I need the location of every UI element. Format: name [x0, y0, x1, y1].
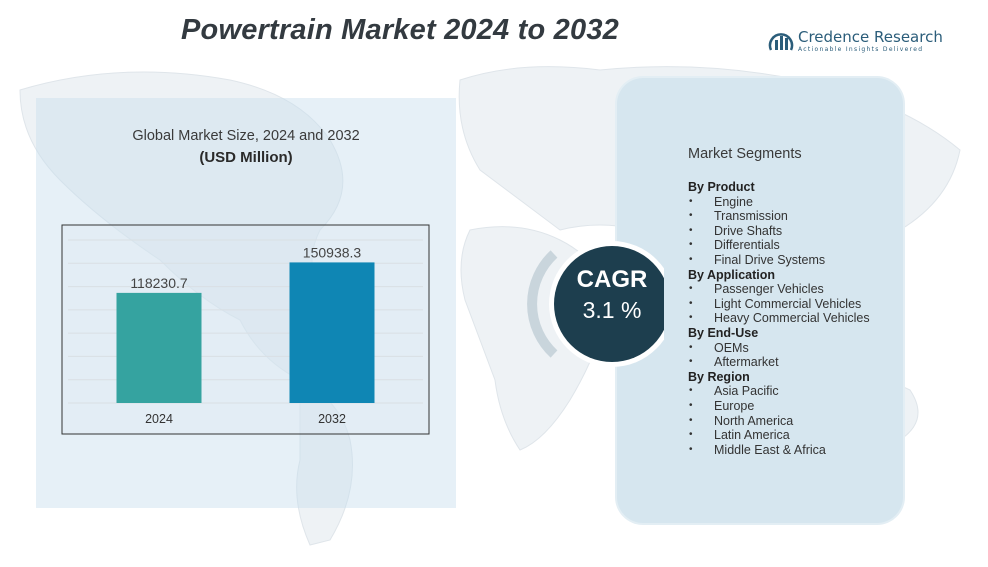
bar-2024	[116, 292, 202, 403]
segment-item: • Engine	[688, 195, 903, 210]
segment-item: • OEMs	[688, 341, 903, 356]
segment-item: • Aftermarket	[688, 355, 903, 370]
bullet-icon: •	[689, 253, 693, 265]
segment-item: • Differentials	[688, 238, 903, 253]
segments-panel	[617, 78, 903, 523]
segments-title: Market Segments	[688, 146, 802, 162]
bullet-icon: •	[689, 195, 693, 207]
segment-item-label: Heavy Commercial Vehicles	[714, 311, 870, 326]
segment-item-label: Latin America	[714, 428, 790, 443]
segment-item-label: Differentials	[714, 238, 780, 253]
segment-group-title: By End-Use	[688, 325, 759, 340]
segment-item-label: Engine	[714, 194, 753, 209]
cagr-circle	[554, 246, 664, 362]
bullet-icon: •	[689, 399, 693, 411]
segment-item: • Heavy Commercial Vehicles	[688, 311, 903, 326]
segment-item-label: Drive Shafts	[714, 223, 783, 238]
logo-icon	[768, 33, 794, 51]
segment-item: • Middle East & Africa	[688, 443, 903, 458]
segment-group-title: By Product	[688, 180, 755, 194]
segment-item: • Passenger Vehicles	[688, 282, 903, 297]
x-tick-label-2032: 2032	[318, 412, 346, 426]
cagr-label: CAGR	[576, 266, 648, 293]
bullet-icon: •	[689, 210, 693, 222]
bullet-icon: •	[689, 341, 693, 353]
segment-item-label: Europe	[714, 398, 755, 413]
data-label-2024: 118230.7	[130, 275, 188, 291]
bullet-icon: •	[689, 443, 693, 455]
cagr-badge	[527, 241, 664, 367]
segment-item: • Final Drive Systems	[688, 253, 903, 268]
segment-item-label: North America	[714, 413, 794, 428]
bar-2032	[289, 262, 375, 403]
chart-panel	[36, 98, 456, 508]
segment-item-label: Asia Pacific	[714, 384, 779, 399]
bullet-icon: •	[689, 414, 693, 426]
segment-item: • Europe	[688, 399, 903, 414]
brand-logo: Credence Research Actionable Insights De…	[768, 26, 943, 54]
bullet-icon: •	[689, 429, 693, 441]
segment-item: • Latin America	[688, 428, 903, 443]
logo-brand-text: Credence Research	[798, 28, 943, 46]
segment-item-label: Transmission	[714, 209, 788, 224]
segment-item-label: Middle East & Africa	[714, 442, 826, 457]
segment-item-label: OEMs	[714, 340, 749, 355]
segment-item: • Asia Pacific	[688, 384, 903, 399]
chart-heading: Global Market Size, 2024 and 2032	[132, 128, 360, 144]
bullet-icon: •	[689, 297, 693, 309]
segment-item: • Drive Shafts	[688, 224, 903, 239]
page-title: Powertrain Market 2024 to 2032	[181, 14, 619, 46]
x-tick-label-2024: 2024	[145, 412, 173, 426]
logo-tagline: Actionable Insights Delivered	[798, 46, 924, 53]
segment-item: • Transmission	[688, 209, 903, 224]
bullet-icon: •	[689, 385, 693, 397]
chart-unit-label: (USD Million)	[199, 149, 293, 166]
segment-item-label: Aftermarket	[714, 355, 779, 370]
segment-item-label: Light Commercial Vehicles	[714, 296, 862, 311]
segment-item-label: Passenger Vehicles	[714, 282, 824, 297]
bullet-icon: •	[689, 239, 693, 251]
bullet-icon: •	[689, 356, 693, 368]
segment-item: • Light Commercial Vehicles	[688, 297, 903, 312]
cagr-value: 3.1 %	[582, 297, 642, 323]
segments-list: By Product • Engine • Transmission • Drive Sha…	[688, 180, 903, 457]
segment-item: • North America	[688, 414, 903, 429]
segment-group-title: By Application	[688, 267, 776, 282]
bullet-icon: •	[689, 283, 693, 295]
data-label-2032: 150938.3	[303, 244, 362, 260]
segment-item-label: Final Drive Systems	[714, 252, 826, 267]
bullet-icon: •	[689, 224, 693, 236]
bullet-icon: •	[689, 312, 693, 324]
segment-group-title: By Region	[688, 369, 750, 384]
